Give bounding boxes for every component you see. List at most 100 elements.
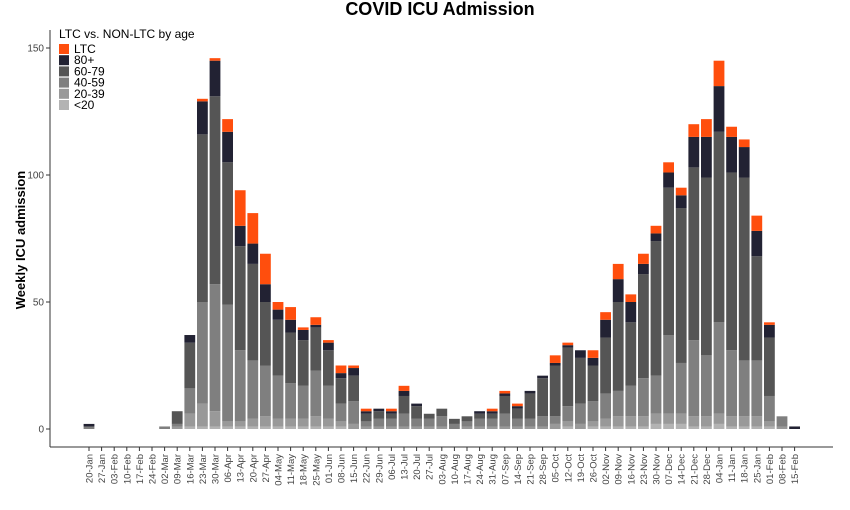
bar-segment (310, 324, 322, 328)
bar-segment (650, 423, 662, 429)
bar-segment (675, 195, 687, 209)
bar-segment (310, 327, 322, 371)
bar-segment (738, 426, 750, 429)
bar-segment (738, 416, 750, 427)
x-tick-label: 29-Jun (374, 454, 385, 483)
bar-segment (587, 350, 599, 358)
bar-segment (285, 426, 296, 429)
x-tick-label: 23-Nov (639, 454, 650, 485)
bar-segment (726, 136, 737, 173)
bar-segment (701, 416, 712, 427)
x-tick-label: 13-Apr (236, 454, 247, 483)
legend-title: LTC vs. NON-LTC by age (59, 27, 195, 41)
x-tick-label: 17-Feb (135, 454, 146, 484)
bar-segment (335, 403, 347, 422)
x-tick-label: 17-Aug (463, 454, 474, 485)
bar-segment (310, 317, 322, 325)
bar-segment (260, 253, 271, 285)
bar-segment (650, 241, 662, 376)
bar-segment (272, 319, 284, 376)
bar-segment (171, 426, 183, 429)
x-tick-label: 30-Mar (211, 454, 222, 484)
bar-segment (663, 423, 674, 429)
x-tick-label: 15-Feb (790, 454, 801, 484)
bar-segment (499, 393, 511, 396)
bar-segment (575, 423, 586, 429)
bar-segment (398, 390, 410, 396)
bar-segment (499, 390, 511, 394)
bar-segment (638, 253, 649, 264)
bar-segment (738, 147, 750, 178)
bar-segment (297, 327, 309, 330)
x-tick-label: 27-Jan (97, 454, 108, 483)
x-tick-label: 30-Nov (652, 454, 663, 485)
bar-segment (600, 319, 611, 338)
bar-segment (738, 139, 750, 148)
bars-layer (83, 58, 800, 429)
bar-segment (600, 312, 611, 320)
x-tick-label: 19-Oct (576, 454, 587, 483)
x-tick-label: 20-Apr (248, 454, 259, 483)
bar-segment (411, 418, 422, 427)
legend-label: 60-79 (74, 64, 105, 78)
bar-segment (638, 274, 649, 379)
bar-segment (209, 60, 221, 97)
bar-segment (701, 355, 712, 417)
bar-segment (562, 421, 574, 427)
x-tick-label: 11-May (286, 454, 297, 485)
bar-segment (764, 337, 775, 396)
legend-swatch (59, 66, 69, 77)
bar-segment (650, 225, 662, 234)
x-tick-label: 10-Aug (450, 454, 461, 485)
bar-segment (83, 423, 95, 427)
bar-segment (688, 124, 700, 137)
bar-segment (612, 302, 624, 391)
bar-segment (209, 284, 221, 412)
bar-segment (600, 393, 611, 419)
bar-segment (297, 426, 309, 429)
bar-segment (247, 263, 259, 361)
x-tick-label: 08-Jun (337, 454, 348, 483)
bar-segment (474, 413, 485, 419)
bar-segment (751, 230, 763, 257)
bar-segment (310, 416, 322, 427)
bar-segment (348, 365, 359, 369)
x-tick-label: 27-Apr (261, 454, 272, 483)
bar-segment (486, 426, 498, 429)
bar-segment (247, 426, 259, 429)
bar-segment (512, 418, 523, 427)
bar-segment (713, 86, 725, 132)
bar-segment (197, 302, 208, 404)
x-tick-label: 18-May (299, 454, 310, 486)
bar-segment (524, 390, 536, 394)
bar-segment (386, 408, 397, 412)
bar-segment (713, 322, 725, 414)
bar-segment (512, 403, 523, 407)
bar-segment (272, 418, 284, 427)
bar-segment (751, 256, 763, 361)
bar-segment (297, 385, 309, 419)
bar-segment (612, 426, 624, 429)
x-axis: 20-Jan 27-Jan 03-Feb 10-Feb 17-Feb 24-Feb 02-M… (50, 446, 833, 486)
bar-segment (688, 167, 700, 341)
bar-segment (234, 246, 246, 351)
bar-segment (386, 426, 397, 429)
legend-swatch (59, 100, 69, 110)
bar-segment (411, 403, 422, 407)
bar-segment (688, 136, 700, 168)
bar-segment (411, 426, 422, 429)
bar-segment (776, 426, 788, 429)
bar-segment (171, 423, 183, 427)
bar-segment (335, 421, 347, 427)
bar-segment (650, 233, 662, 242)
bar-segment (285, 307, 296, 320)
bar-segment (675, 362, 687, 414)
bar-segment (764, 421, 775, 427)
bar-segment (663, 172, 674, 188)
bar-segment (209, 96, 221, 285)
bar-segment (562, 345, 574, 348)
legend-label: LTC (74, 42, 96, 56)
bar-segment (512, 406, 523, 409)
legend-swatch (59, 55, 69, 66)
bar-segment (260, 426, 271, 429)
